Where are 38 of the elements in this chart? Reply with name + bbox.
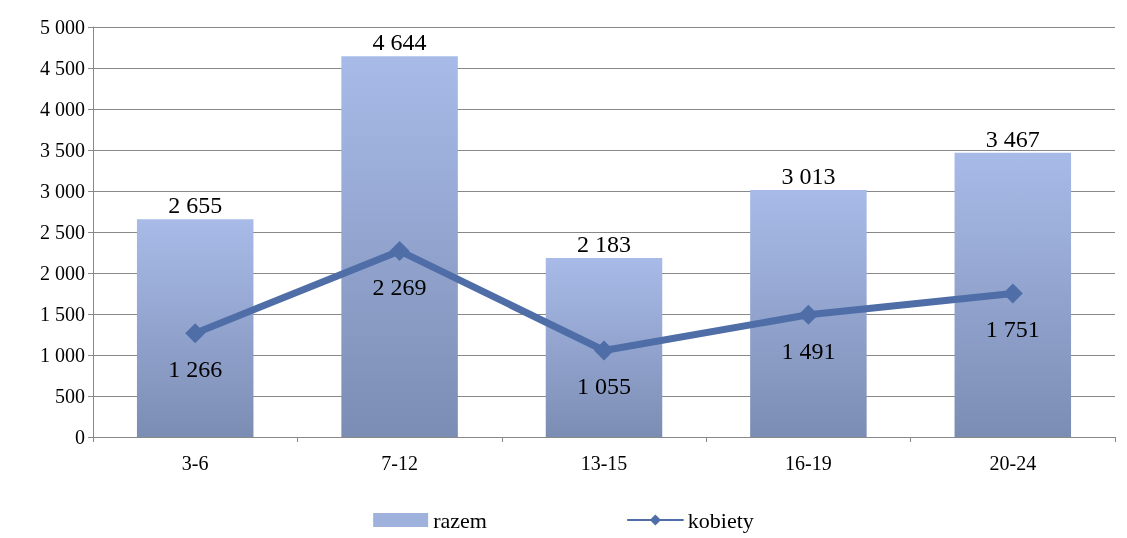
data-label: 1 751 bbox=[985, 316, 1040, 343]
data-label: 3 013 bbox=[781, 162, 836, 189]
data-label: 4 644 bbox=[372, 29, 427, 56]
x-tick-label: 13-15 bbox=[580, 452, 628, 474]
x-tick-label: 20-24 bbox=[989, 452, 1037, 474]
y-tick-label: 0 bbox=[75, 426, 85, 448]
legend-label: kobiety bbox=[687, 507, 754, 533]
y-tick-label: 1 000 bbox=[40, 344, 85, 366]
point bbox=[594, 340, 614, 361]
y-tick-label: 500 bbox=[55, 385, 85, 407]
x-tick-label: 7-12 bbox=[381, 452, 418, 474]
bar bbox=[341, 56, 458, 437]
data-label: 2 269 bbox=[372, 273, 427, 300]
y-tick-label: 3 500 bbox=[40, 139, 85, 161]
y-tick-label: 2 500 bbox=[40, 221, 85, 243]
y-tick-label: 2 000 bbox=[40, 262, 85, 284]
y-tick-label: 1 500 bbox=[40, 303, 85, 325]
point bbox=[798, 304, 819, 325]
y-tick-label: 4 500 bbox=[40, 57, 85, 79]
y-tick-label: 3 000 bbox=[40, 180, 85, 202]
y-tick-label: 5 000 bbox=[40, 16, 85, 38]
bar bbox=[750, 189, 867, 437]
data-label: 1 055 bbox=[577, 373, 631, 400]
point bbox=[389, 240, 410, 261]
x-tick-label: 16-19 bbox=[785, 452, 832, 474]
data-label: 3 467 bbox=[985, 125, 1040, 152]
data-label: 2 183 bbox=[577, 230, 631, 257]
bar bbox=[954, 152, 1072, 437]
point bbox=[185, 323, 206, 344]
point bbox=[1002, 283, 1023, 304]
data-label: 2 655 bbox=[168, 192, 223, 219]
data-label: 1 491 bbox=[781, 337, 836, 364]
legend-label: razem bbox=[433, 507, 487, 533]
x-tick-label: 3-6 bbox=[181, 452, 209, 474]
data-label: 1 266 bbox=[168, 356, 223, 383]
y-tick-label: 4 000 bbox=[40, 98, 85, 120]
bar bbox=[136, 219, 254, 437]
bar bbox=[545, 257, 663, 437]
